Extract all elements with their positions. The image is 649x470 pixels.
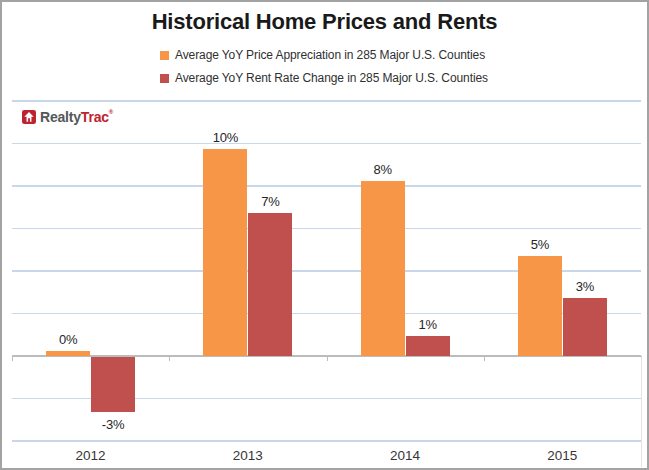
bar-value-label: 8%: [353, 162, 413, 177]
bar: [91, 357, 135, 412]
bar-value-label: 10%: [195, 130, 255, 145]
bar: [46, 351, 90, 355]
axis-tick: [484, 356, 485, 361]
gridline: [12, 228, 641, 230]
bar-value-label: 3%: [555, 279, 615, 294]
category-label: 2014: [327, 448, 484, 463]
category-label: 2013: [169, 448, 326, 463]
bar-value-label: 7%: [240, 194, 300, 209]
bar: [518, 256, 562, 356]
bar-value-label: 0%: [38, 332, 98, 347]
gridline: [12, 100, 641, 102]
bar: [248, 213, 292, 355]
plot-right-edge: [641, 357, 642, 467]
axis-tick: [169, 356, 170, 361]
bar-value-label: 5%: [510, 237, 570, 252]
bar: [203, 149, 247, 355]
bar-value-label: 1%: [398, 317, 458, 332]
axis-tick: [12, 356, 13, 361]
chart-container: Historical Home Prices and Rents Average…: [0, 0, 649, 470]
bar-value-label: -3%: [83, 417, 143, 432]
gridline: [12, 440, 641, 442]
axis-tick: [327, 356, 328, 361]
gridline: [12, 185, 641, 187]
plot-area: 0% 10% 8% 5% -3% 7% 1% 3% 2012201320142015: [2, 2, 649, 470]
gridline: [12, 143, 641, 145]
category-label: 2015: [484, 448, 641, 463]
bar: [406, 336, 450, 355]
category-label: 2012: [12, 448, 169, 463]
bar: [563, 298, 607, 355]
